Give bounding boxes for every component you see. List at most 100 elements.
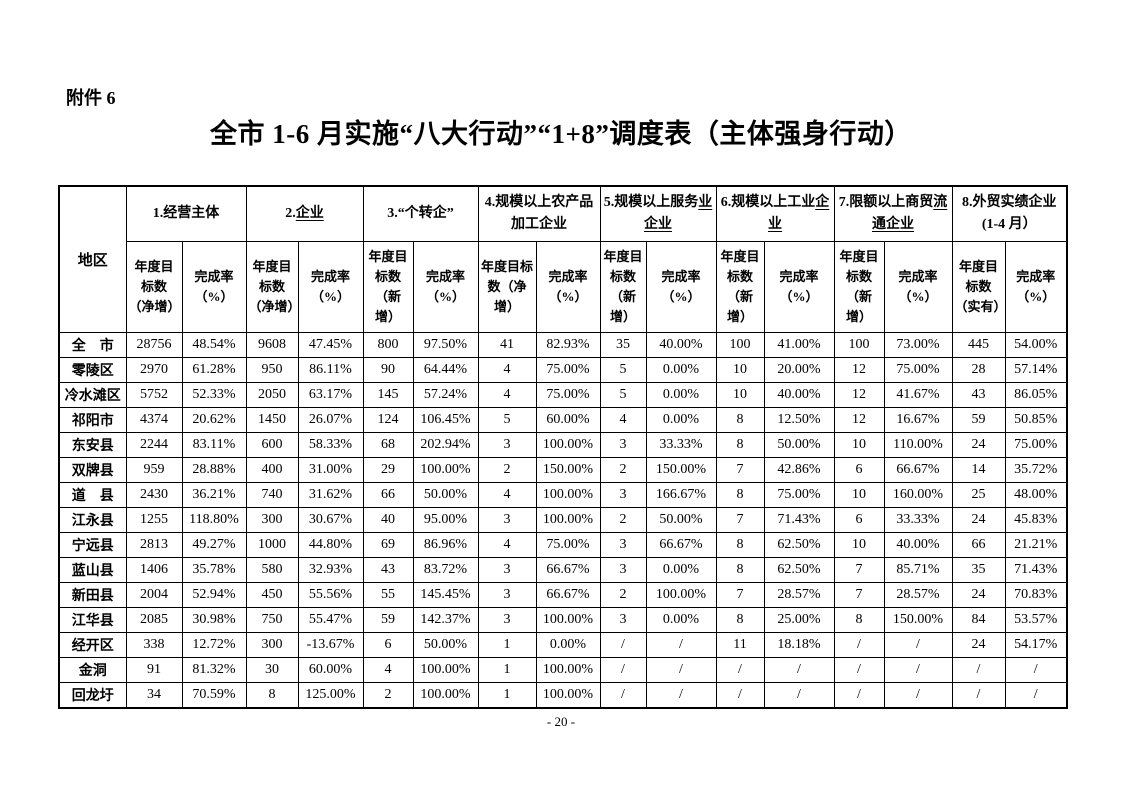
cell-value: / [715,657,765,683]
header-region: 地区 [58,185,127,333]
cell-value: 54.17% [1004,632,1068,658]
cell-value: 24 [951,432,1006,458]
cell-value: 5 [477,407,537,433]
cell-value: 100.00% [412,682,479,709]
table-row: 东安县 2244 83.11% 600 58.33% 68 202.94% 3 100.00% 3… [58,432,1068,458]
cell-value: 66.67% [883,457,953,483]
header-group-text: 5.规模以上服务 [603,194,699,210]
cell-value: 740 [245,482,299,508]
cell-region: 经开区 [58,632,127,658]
table-row: 双牌县 959 28.88% 400 31.00% 29 100.00% 2 150.00% 2 1… [58,457,1068,483]
cell-value: 60.00% [535,407,601,433]
cell-value: 35 [951,557,1006,583]
table-row: 冷水滩区 5752 52.33% 2050 63.17% 145 57.24% 4 75.00%… [58,382,1068,408]
cell-value: 97.50% [412,332,479,358]
cell-value: 3 [477,607,537,633]
cell-value: 150.00% [645,457,717,483]
cell-value: 7 [833,557,885,583]
cell-value: 4 [362,657,414,683]
cell-value: 60.00% [297,657,364,683]
cell-value: 300 [245,507,299,533]
header-target-7: 年度目标数（新增） [833,241,885,333]
page-title: 全市 1-6 月实施“八大行动”“1+8”调度表（主体强身行动） [210,119,912,149]
cell-value: 84 [951,607,1006,633]
cell-value: 6 [833,507,885,533]
cell-value: 40.00% [763,382,835,408]
cell-value: 4 [477,382,537,408]
cell-value: 75.00% [535,382,601,408]
cell-value: 47.45% [297,332,364,358]
cell-value: 580 [245,557,299,583]
cell-value: 0.00% [645,382,717,408]
cell-value: 2813 [125,532,183,558]
cell-value: 7 [715,457,765,483]
cell-value: / [763,682,835,709]
cell-value: 10 [833,482,885,508]
cell-value: 100 [715,332,765,358]
cell-value: 69 [362,532,414,558]
cell-value: 100.00% [412,457,479,483]
cell-value: 4 [477,357,537,383]
cell-value: 75.00% [535,357,601,383]
header-target-2: 年度目标数（净增） [245,241,299,333]
cell-region: 冷水滩区 [58,382,127,408]
cell-value: 150.00% [883,607,953,633]
cell-value: 8 [715,432,765,458]
cell-value: 21.21% [1004,532,1068,558]
header-rate-2: 完成率（%） [297,241,364,333]
cell-value: 52.33% [181,382,247,408]
cell-value: 41.00% [763,332,835,358]
cell-value: 800 [362,332,414,358]
cell-value: 55 [362,582,414,608]
cell-value: 4 [599,407,647,433]
cell-value: 4 [477,482,537,508]
cell-value: 3 [599,482,647,508]
cell-value: 49.27% [181,532,247,558]
cell-region: 宁远县 [58,532,127,558]
header-group-2: 2.企业 [245,185,364,242]
table-row: 零陵区 2970 61.28% 950 86.11% 90 64.44% 4 75.00% 5 0.… [58,357,1068,383]
cell-value: 2 [599,507,647,533]
table-row: 经开区 338 12.72% 300 -13.67% 6 50.00% 1 0.00% //11 1… [58,632,1068,658]
cell-value: / [833,632,885,658]
cell-value: 8 [715,557,765,583]
cell-value: 30.98% [181,607,247,633]
cell-value: 8 [833,607,885,633]
cell-value: 160.00% [883,482,953,508]
cell-value: 66.67% [535,582,601,608]
cell-value: 68 [362,432,414,458]
cell-value: 2004 [125,582,183,608]
cell-value: 41.67% [883,382,953,408]
header-target-3: 年度目标数（新增） [362,241,414,333]
cell-value: 166.67% [645,482,717,508]
cell-value: 44.80% [297,532,364,558]
cell-value: 3 [477,582,537,608]
cell-value: / [599,632,647,658]
cell-value: 48.54% [181,332,247,358]
cell-value: 58.33% [297,432,364,458]
header-group-text: 7.限额以上商贸 [838,194,934,210]
cell-value: -13.67% [297,632,364,658]
cell-value: 0.00% [645,557,717,583]
table-row: 金洞 91 81.32% 30 60.00% 4 100.00% 1 100.00% / / / / / /… [58,657,1068,683]
cell-value: / [1004,657,1068,683]
cell-value: 57.14% [1004,357,1068,383]
cell-value: 445 [951,332,1006,358]
cell-value: 28.57% [883,582,953,608]
cell-value: 125.00% [297,682,364,709]
cell-value: / [599,682,647,709]
cell-value: 145 [362,382,414,408]
cell-value: 7 [715,582,765,608]
header-group-5: 5.规模以上服务业企业 [599,185,717,242]
cell-value: 1 [477,682,537,709]
cell-value: 100.00% [535,507,601,533]
cell-value: 86.05% [1004,382,1068,408]
cell-value: 34 [125,682,183,709]
cell-value: 10 [715,382,765,408]
header-group-text: 4.规模以上农产品加工企业 [484,194,594,232]
cell-value: 50.85% [1004,407,1068,433]
header-group-text: 8.外贸实绩企业 [962,194,1057,210]
cell-region: 双牌县 [58,457,127,483]
cell-value: 12.72% [181,632,247,658]
cell-region: 零陵区 [58,357,127,383]
